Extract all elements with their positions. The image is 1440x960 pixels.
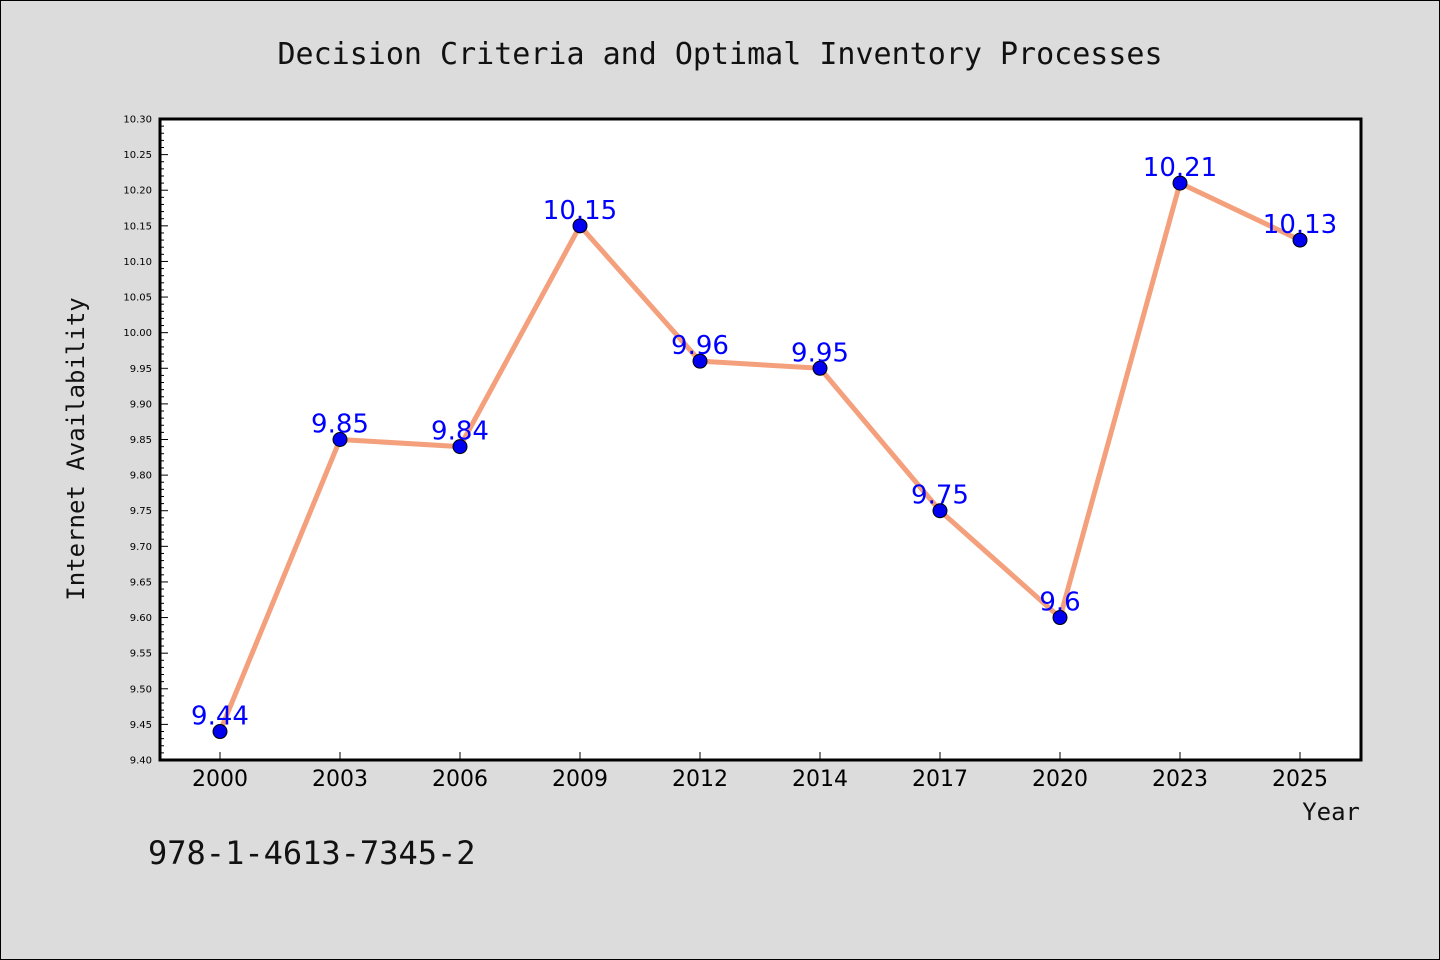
y-tick-label: 9.40 bbox=[130, 756, 152, 767]
y-tick-label: 10.20 bbox=[123, 186, 152, 197]
x-axis-label: Year bbox=[1302, 798, 1360, 826]
data-point bbox=[812, 360, 828, 376]
x-tick-label: 2009 bbox=[552, 767, 608, 792]
y-tick-label: 10.10 bbox=[123, 257, 152, 268]
footnote-isbn: 978-1-4613-7345-2 bbox=[148, 834, 476, 872]
x-tick-label: 2025 bbox=[1272, 767, 1328, 792]
data-label: 9.95 bbox=[791, 338, 849, 368]
y-tick-label: 9.95 bbox=[130, 364, 152, 375]
data-point bbox=[1052, 610, 1068, 626]
y-tick-label: 9.65 bbox=[130, 577, 152, 588]
data-point bbox=[692, 353, 708, 369]
data-label: 10.21 bbox=[1143, 153, 1217, 183]
y-tick-label: 10.15 bbox=[123, 221, 152, 232]
chart-title: Decision Criteria and Optimal Inventory … bbox=[277, 37, 1162, 72]
data-label: 9.44 bbox=[191, 702, 249, 732]
x-tick-label: 2006 bbox=[432, 767, 488, 792]
x-tick-label: 2012 bbox=[672, 767, 728, 792]
y-tick-label: 10.30 bbox=[123, 115, 152, 126]
data-label: 10.15 bbox=[543, 196, 617, 226]
y-tick-label: 9.55 bbox=[130, 649, 152, 660]
y-tick-label: 9.70 bbox=[130, 542, 152, 553]
data-point bbox=[572, 218, 588, 234]
data-label: 9.84 bbox=[431, 417, 489, 447]
series-line bbox=[217, 180, 1302, 733]
y-tick-label: 9.60 bbox=[130, 613, 152, 624]
data-label: 10.13 bbox=[1263, 210, 1337, 240]
data-label: 9.96 bbox=[671, 331, 729, 361]
y-tick-label: 9.75 bbox=[130, 506, 152, 517]
y-axis: 9.40 9.45 9.50 9.55 9.60 9.65 9.70 9.75 9.80 9.85… bbox=[123, 115, 168, 767]
x-tick-label: 2017 bbox=[912, 767, 968, 792]
x-tick-label: 2003 bbox=[312, 767, 368, 792]
x-tick-label: 2000 bbox=[192, 767, 248, 792]
y-tick-label: 9.50 bbox=[130, 684, 152, 695]
data-point bbox=[332, 432, 348, 447]
y-tick-label: 9.90 bbox=[130, 399, 152, 410]
x-tick-label: 2023 bbox=[1152, 767, 1208, 792]
x-axis: 2000 2003 2006 2009 2012 2014 2017 2020 2023 2025 bbox=[192, 752, 1328, 792]
y-tick-label: 9.45 bbox=[130, 720, 152, 731]
data-label: 9.6 bbox=[1039, 588, 1080, 618]
x-tick-label: 2014 bbox=[792, 767, 848, 792]
y-tick-label: 10.05 bbox=[123, 293, 152, 304]
data-point bbox=[1172, 175, 1188, 191]
y-tick-label: 9.80 bbox=[130, 471, 152, 482]
data-point bbox=[212, 724, 228, 740]
data-point bbox=[452, 439, 468, 455]
data-label: 9.85 bbox=[311, 410, 369, 440]
data-labels: 9.44 9.85 9.84 10.15 9.96 9.95 9.75 9.6 10.21 10.… bbox=[191, 153, 1337, 731]
y-tick-label: 10.00 bbox=[123, 328, 152, 339]
data-point bbox=[932, 503, 948, 519]
series-markers bbox=[212, 175, 1308, 740]
data-point bbox=[1292, 232, 1308, 248]
x-tick-label: 2020 bbox=[1032, 767, 1088, 792]
y-tick-label: 10.25 bbox=[123, 150, 152, 161]
data-label: 9.75 bbox=[911, 481, 969, 511]
y-tick-label: 9.85 bbox=[130, 435, 152, 446]
y-axis-label: Internet Availability bbox=[62, 297, 90, 600]
